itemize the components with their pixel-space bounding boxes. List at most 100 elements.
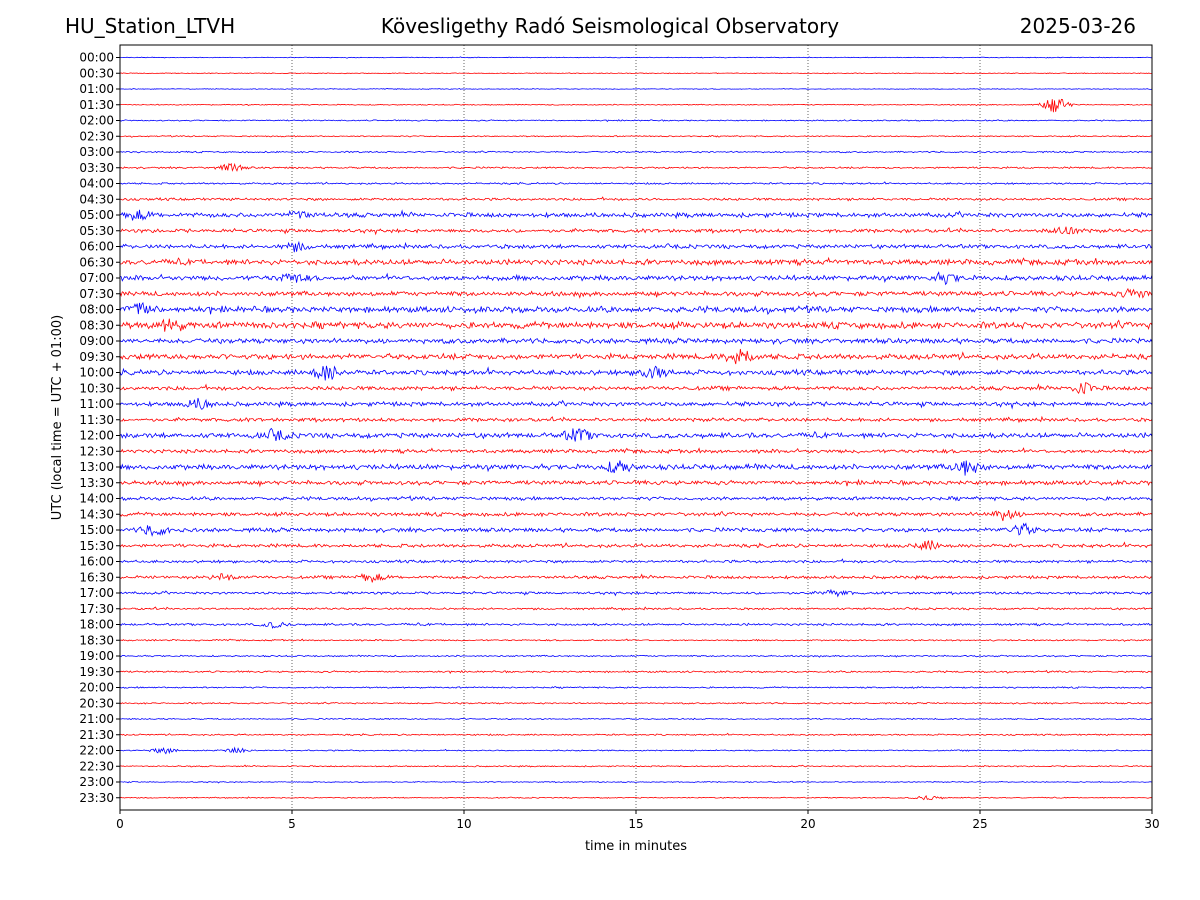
y-axis-label: UTC (local time = UTC + 01:00) xyxy=(50,315,65,520)
trace-0800 xyxy=(119,301,1153,316)
y-tick-label: 03:00 xyxy=(79,145,114,159)
x-tick-label: 5 xyxy=(288,817,296,831)
trace-1200 xyxy=(119,427,1153,442)
trace-0730 xyxy=(119,287,1153,299)
y-tick-label: 09:30 xyxy=(79,350,114,364)
y-tick-label: 06:30 xyxy=(79,255,114,269)
y-tick-label: 12:30 xyxy=(79,444,114,458)
y-tick-label: 07:00 xyxy=(79,271,114,285)
trace-1330 xyxy=(119,478,1153,488)
y-tick-label: 00:30 xyxy=(79,66,114,80)
y-tick-label: 14:00 xyxy=(79,492,114,506)
trace-0700 xyxy=(119,271,1153,286)
y-tick-label: 20:00 xyxy=(79,681,114,695)
trace-2330 xyxy=(119,795,1153,801)
y-tick-label: 14:30 xyxy=(79,507,114,521)
y-tick-label: 13:30 xyxy=(79,476,114,490)
trace-2230 xyxy=(119,764,1153,768)
trace-0030 xyxy=(119,72,1153,75)
y-tick-label: 15:00 xyxy=(79,523,114,537)
x-tick-label: 0 xyxy=(116,817,124,831)
y-tick-label: 17:30 xyxy=(79,602,114,616)
trace-2000 xyxy=(119,686,1153,689)
trace-1300 xyxy=(119,460,1153,476)
y-tick-label: 16:00 xyxy=(79,555,114,569)
chart-title: Kövesligethy Radó Seismological Observat… xyxy=(380,14,840,38)
trace-0200 xyxy=(119,119,1153,123)
y-tick-label: 05:30 xyxy=(79,224,114,238)
y-tick-label: 02:30 xyxy=(79,129,114,143)
trace-2200 xyxy=(119,746,1153,755)
y-tick-label: 23:30 xyxy=(79,791,114,805)
trace-0100 xyxy=(119,87,1153,90)
trace-0400 xyxy=(119,181,1153,186)
y-tick-label: 02:00 xyxy=(79,114,114,128)
y-tick-label: 18:30 xyxy=(79,633,114,647)
trace-0000 xyxy=(119,56,1153,59)
x-axis: 0 5 10 15 20 25 30 xyxy=(116,810,1160,831)
trace-1000 xyxy=(119,365,1153,381)
y-tick-label: 11:30 xyxy=(79,413,114,427)
y-tick-label: 09:00 xyxy=(79,334,114,348)
trace-0530 xyxy=(119,226,1153,236)
trace-1500 xyxy=(119,522,1153,537)
trace-1600 xyxy=(119,558,1153,564)
trace-1830 xyxy=(119,638,1153,642)
trace-1530 xyxy=(119,540,1153,551)
y-tick-label: 19:30 xyxy=(79,665,114,679)
y-tick-label: 08:30 xyxy=(79,318,114,332)
trace-1030 xyxy=(119,382,1153,395)
x-axis-label: time in minutes xyxy=(585,839,687,854)
y-tick-label: 19:00 xyxy=(79,649,114,663)
trace-1700 xyxy=(119,588,1153,598)
y-tick-label: 07:30 xyxy=(79,287,114,301)
trace-1900 xyxy=(119,654,1153,658)
trace-1630 xyxy=(119,573,1153,583)
trace-1400 xyxy=(119,495,1153,502)
trace-0130 xyxy=(119,98,1153,113)
y-tick-label: 04:00 xyxy=(79,177,114,191)
trace-1430 xyxy=(119,510,1153,522)
y-tick-label: 04:30 xyxy=(79,192,114,206)
trace-1100 xyxy=(119,397,1153,410)
trace-0430 xyxy=(119,196,1153,202)
y-tick-label: 01:30 xyxy=(79,98,114,112)
y-tick-label: 10:30 xyxy=(79,381,114,395)
trace-group xyxy=(119,56,1153,801)
trace-2130 xyxy=(119,732,1153,737)
station-name: HU_Station_LTVH xyxy=(65,14,236,38)
y-tick-label: 21:30 xyxy=(79,728,114,742)
x-tick-label: 25 xyxy=(972,817,987,831)
y-tick-label: 17:00 xyxy=(79,586,114,600)
y-tick-label: 10:00 xyxy=(79,366,114,380)
trace-0300 xyxy=(119,150,1153,154)
y-tick-label: 15:30 xyxy=(79,539,114,553)
x-tick-label: 20 xyxy=(800,817,815,831)
y-tick-label: 21:00 xyxy=(79,712,114,726)
trace-0830 xyxy=(119,318,1153,332)
trace-2300 xyxy=(119,780,1153,784)
trace-0230 xyxy=(119,134,1153,138)
y-tick-label: 23:00 xyxy=(79,775,114,789)
y-tick-label: 16:30 xyxy=(79,570,114,584)
trace-2100 xyxy=(119,717,1153,721)
trace-0600 xyxy=(119,240,1153,253)
y-tick-label: 08:00 xyxy=(79,303,114,317)
trace-1730 xyxy=(119,606,1153,611)
x-tick-label: 15 xyxy=(628,817,643,831)
y-tick-label: 22:30 xyxy=(79,759,114,773)
y-tick-label: 11:00 xyxy=(79,397,114,411)
grid-lines xyxy=(291,45,981,810)
y-tick-label: 01:00 xyxy=(79,82,114,96)
chart-date: 2025-03-26 xyxy=(1019,14,1136,38)
trace-1130 xyxy=(119,415,1153,424)
trace-2030 xyxy=(119,701,1153,705)
x-tick-label: 30 xyxy=(1144,817,1159,831)
trace-0330 xyxy=(119,162,1153,172)
trace-0630 xyxy=(119,256,1153,267)
trace-0900 xyxy=(119,337,1153,346)
y-tick-label: 13:00 xyxy=(79,460,114,474)
trace-1800 xyxy=(119,621,1153,629)
